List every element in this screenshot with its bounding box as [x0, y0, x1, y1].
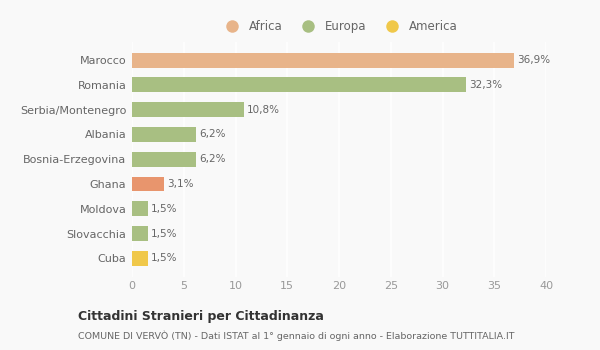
Legend: Africa, Europa, America: Africa, Europa, America — [218, 18, 460, 35]
Text: 1,5%: 1,5% — [151, 229, 177, 239]
Text: 10,8%: 10,8% — [247, 105, 280, 115]
Text: 32,3%: 32,3% — [469, 80, 503, 90]
Text: 3,1%: 3,1% — [167, 179, 194, 189]
Bar — [132, 77, 466, 92]
Bar — [132, 152, 196, 167]
Bar — [132, 127, 196, 142]
Text: Cittadini Stranieri per Cittadinanza: Cittadini Stranieri per Cittadinanza — [78, 310, 324, 323]
Bar — [132, 251, 148, 266]
Text: COMUNE DI VERVÒ (TN) - Dati ISTAT al 1° gennaio di ogni anno - Elaborazione TUTT: COMUNE DI VERVÒ (TN) - Dati ISTAT al 1° … — [78, 331, 515, 341]
Text: 1,5%: 1,5% — [151, 204, 177, 214]
Bar — [132, 226, 148, 241]
Text: 36,9%: 36,9% — [517, 55, 550, 65]
Bar — [132, 201, 148, 216]
Bar — [132, 52, 514, 68]
Text: 6,2%: 6,2% — [199, 154, 226, 164]
Bar — [132, 177, 164, 191]
Text: 1,5%: 1,5% — [151, 253, 177, 264]
Text: 6,2%: 6,2% — [199, 130, 226, 139]
Bar — [132, 102, 244, 117]
